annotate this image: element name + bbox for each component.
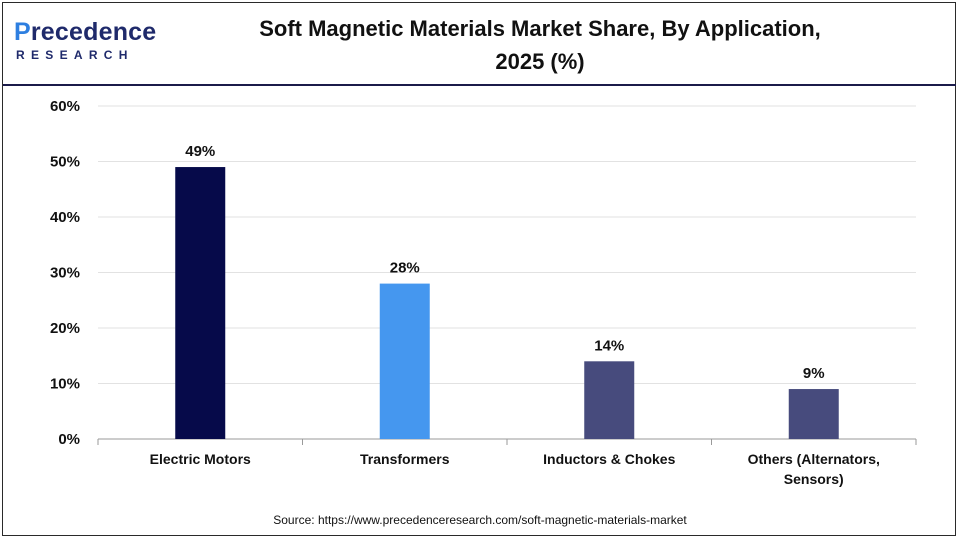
header: Precedence RESEARCH Soft Magnetic Materi…: [0, 0, 960, 86]
brand-initial: P: [14, 18, 31, 46]
x-tick-label: Sensors): [784, 471, 844, 487]
x-tick-label: Electric Motors: [150, 451, 251, 467]
chart-title-line-2: 2025 (%): [495, 49, 585, 74]
y-tick-label: 20%: [50, 320, 80, 337]
bar: [584, 361, 635, 439]
bar-value-label: 9%: [803, 365, 825, 382]
chart-title: Soft Magnetic Materials Market Share, By…: [230, 12, 850, 78]
x-tick-label: Others (Alternators,: [748, 451, 880, 467]
y-tick-label: 30%: [50, 265, 80, 282]
brand-subtitle: RESEARCH: [16, 48, 134, 62]
y-tick-label: 40%: [50, 209, 80, 226]
bar-value-label: 28%: [390, 260, 420, 277]
header-divider: [3, 84, 956, 86]
bar: [379, 283, 430, 439]
y-tick-label: 0%: [58, 431, 80, 448]
y-tick-label: 60%: [50, 98, 80, 115]
y-tick-label: 10%: [50, 376, 80, 393]
bar-value-label: 14%: [594, 337, 624, 354]
bar-value-label: 49%: [185, 143, 215, 160]
y-tick-label: 50%: [50, 154, 80, 171]
brand-wordmark: Precedence: [14, 18, 156, 47]
source-note: Source: https://www.precedenceresearch.c…: [273, 513, 687, 527]
x-tick-label: Inductors & Chokes: [543, 451, 675, 467]
x-tick-label: Transformers: [360, 451, 450, 467]
brand-name: recedence: [30, 18, 157, 46]
bar: [788, 389, 839, 439]
chart-title-line-1: Soft Magnetic Materials Market Share, By…: [259, 16, 821, 41]
brand-logo: Precedence RESEARCH: [14, 14, 164, 66]
bar: [175, 167, 226, 440]
bar-chart: 0% 10% 20% 30% 40% 50% 60% 49% Electric Motors 28…: [50, 98, 917, 487]
